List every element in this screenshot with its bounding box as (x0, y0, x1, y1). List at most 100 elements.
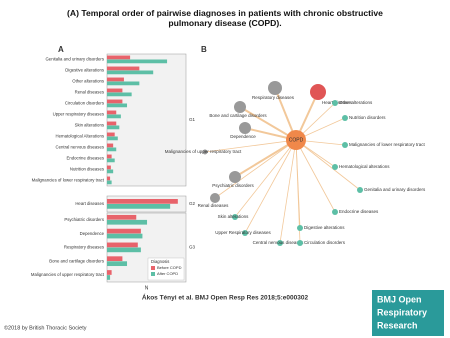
node-label: Psychiatric disorders (212, 183, 254, 188)
legend-box (147, 257, 185, 281)
node-label: Respiratory diseases (252, 95, 295, 100)
bar (107, 77, 124, 82)
bar (107, 219, 148, 225)
bar (107, 233, 143, 239)
edge (239, 106, 297, 141)
edge (244, 139, 297, 234)
bar (107, 132, 115, 137)
node (277, 240, 283, 246)
node (210, 193, 220, 203)
bar (107, 180, 112, 185)
node-label: Nutrition disorders (349, 115, 386, 120)
bar (107, 214, 137, 220)
x-axis-label: N (145, 285, 149, 291)
center-node (286, 130, 306, 150)
node (332, 164, 338, 170)
node-label: Other alterations (339, 100, 373, 105)
category-label: Upper respiratory diseases (53, 112, 104, 117)
node-label: Endocrine diseases (339, 209, 379, 214)
legend-swatch (151, 266, 155, 270)
node-label: Hematological alterations (339, 164, 390, 169)
center-label: COPD (289, 137, 304, 143)
bar (107, 70, 154, 75)
edge (234, 139, 297, 178)
category-label: Bone and cartilage disorders (49, 258, 104, 263)
bar (107, 256, 123, 262)
panel-label: G1 (189, 117, 196, 122)
bar (107, 165, 111, 170)
node (239, 122, 251, 134)
category-label: Other alterations (72, 79, 104, 84)
bar (107, 92, 132, 97)
bar (107, 242, 138, 248)
legend-swatch (151, 272, 155, 276)
copyright: ©2018 by British Thoracic Society (4, 324, 87, 331)
bar (107, 114, 121, 119)
category-label: Psychiatric disorders (64, 217, 104, 222)
edge (214, 139, 297, 199)
edge (204, 139, 297, 153)
bar (107, 81, 140, 86)
bar (107, 147, 117, 152)
category-label: Skin alterations (75, 123, 104, 128)
bar (107, 55, 131, 60)
bar (107, 103, 128, 108)
edge (234, 139, 297, 218)
bar (107, 121, 117, 126)
edge (295, 139, 336, 213)
node (297, 240, 303, 246)
panel-label: B (201, 45, 207, 54)
node-label: Skin alterations (218, 214, 250, 219)
category-label: Renal diseases (75, 90, 104, 95)
node (268, 81, 282, 95)
bar (107, 154, 112, 159)
edge (279, 139, 297, 244)
bar (107, 204, 171, 209)
node (229, 171, 241, 183)
figure-title: (A) Temporal order of pairwise diagnoses… (67, 8, 383, 28)
category-label: Dependence (80, 231, 105, 236)
node (332, 209, 338, 215)
node-label: Circulation disorders (304, 240, 346, 245)
node-label: Malignancies of upper respiratory tract (165, 149, 242, 154)
category-label: Malignancies of lower respiratory tract (32, 178, 105, 183)
bar (107, 270, 112, 275)
category-label: Endocrine diseases (66, 156, 104, 161)
node-label: Genitalia and urinary disorders (364, 187, 426, 192)
category-label: Malignancies of upper respiratory tract (31, 272, 105, 277)
node (310, 84, 326, 100)
node (357, 187, 363, 193)
node (332, 100, 338, 106)
citation: Ákos Tényi et al. BMJ Open Resp Res 2018… (142, 293, 309, 302)
node-label: Central nervous diseases (253, 240, 305, 245)
bar (107, 66, 140, 71)
bar (107, 136, 118, 141)
node (297, 225, 303, 231)
logo-text: BMJ Open (377, 294, 422, 304)
legend-label: Before COPD (157, 265, 182, 270)
legend-label: After COPD (157, 271, 178, 276)
bar (107, 158, 115, 163)
panel-frame (106, 53, 187, 187)
bar (107, 99, 123, 104)
logo-text: Respiratory (377, 307, 427, 317)
bar (107, 143, 114, 148)
node-label: Renal diseases (198, 203, 230, 208)
category-label: Respiratory diseases (64, 245, 104, 250)
node-label: Bone and cartilage disorders (209, 113, 267, 118)
category-label: Nutrition diseases (70, 167, 104, 172)
category-label: Hematological Alterations (56, 134, 105, 139)
bar (107, 88, 123, 93)
node (342, 115, 348, 121)
category-label: Heart diseases (75, 201, 104, 206)
bar (107, 169, 114, 174)
bar (107, 275, 111, 280)
node-label: Dependence (230, 134, 256, 139)
bar (107, 199, 178, 204)
category-label: Circulation disorders (65, 101, 104, 106)
node (234, 101, 246, 113)
bar (107, 125, 120, 130)
category-label: Digestive alterations (65, 68, 104, 73)
node (202, 149, 208, 155)
bar (107, 261, 128, 267)
